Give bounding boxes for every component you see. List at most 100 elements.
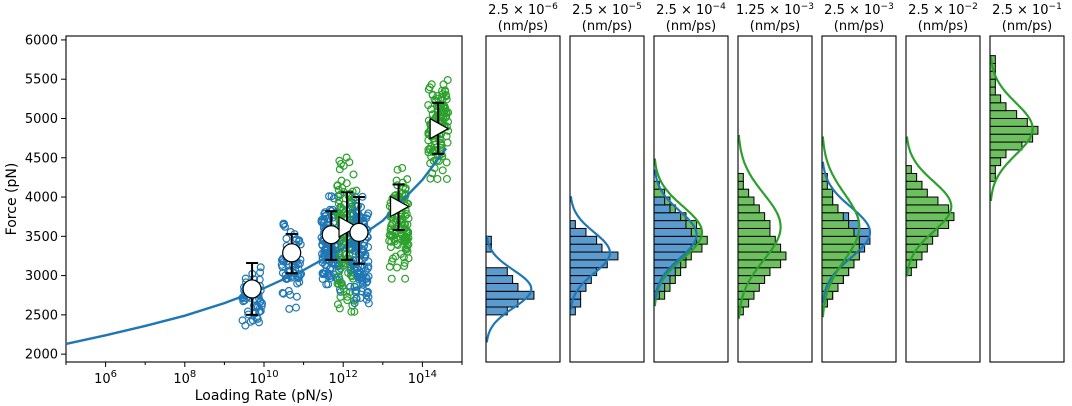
- data-point: [402, 243, 411, 252]
- data-point: [318, 274, 327, 283]
- histogram-overlay-bar: [821, 180, 828, 190]
- data-point: [442, 109, 451, 118]
- histogram-overlay-bar: [653, 204, 671, 214]
- histogram-bar: [737, 196, 755, 206]
- data-point: [350, 282, 359, 291]
- group-summary: [349, 196, 369, 265]
- data-point: [246, 317, 255, 326]
- fit-curve: [821, 161, 872, 304]
- data-point: [335, 251, 344, 260]
- data-point: [292, 235, 301, 244]
- y-tick-label: 5500: [25, 73, 58, 88]
- fit-curve: [653, 169, 698, 301]
- data-point: [349, 260, 358, 269]
- y-tick-label: 2500: [25, 308, 58, 323]
- histogram-bar: [989, 102, 1007, 112]
- histogram-bar: [737, 290, 755, 300]
- group-summary: [338, 191, 359, 261]
- data-point: [362, 273, 371, 282]
- mean-marker: [349, 222, 369, 242]
- data-point: [295, 278, 304, 287]
- data-point: [398, 163, 407, 172]
- histogram-bar: [737, 172, 744, 182]
- histogram-overlay-bar: [821, 235, 860, 245]
- panel-title-rate: 2.5 × 10−5: [572, 2, 642, 18]
- data-point: [363, 277, 372, 286]
- histogram-overlay-bar: [653, 220, 687, 229]
- data-point: [286, 227, 295, 236]
- data-point: [402, 210, 411, 219]
- data-point: [391, 252, 400, 261]
- histogram-bar: [737, 220, 771, 229]
- data-point: [427, 105, 436, 114]
- histogram-bar: [989, 86, 996, 96]
- panel-title-rate: 2.5 × 10−4: [656, 2, 726, 18]
- histogram-overlay-bar: [821, 212, 844, 222]
- histogram-bar: [989, 78, 996, 88]
- mean-marker: [338, 215, 359, 238]
- data-point: [293, 279, 302, 288]
- data-point: [364, 257, 373, 266]
- data-point: [255, 298, 264, 307]
- mean-marker: [389, 195, 410, 218]
- histogram-bar: [737, 251, 787, 261]
- data-point: [403, 247, 412, 256]
- data-point: [432, 112, 441, 121]
- group-summary: [282, 232, 302, 275]
- data-point: [442, 91, 451, 100]
- data-point: [350, 299, 359, 308]
- scatter-points: [238, 76, 453, 330]
- mean-marker: [242, 279, 262, 299]
- data-point: [336, 292, 345, 301]
- panel-title-unit: (nm/ps): [666, 19, 716, 34]
- histogram-bar: [569, 227, 587, 237]
- data-point: [335, 304, 344, 313]
- data-point: [346, 282, 355, 291]
- data-point: [353, 273, 362, 282]
- fit-curve: [905, 136, 953, 277]
- fit-curve: [653, 158, 704, 307]
- histogram-bar: [737, 188, 750, 198]
- histogram-bar: [905, 172, 918, 182]
- fit-curve: [485, 235, 533, 343]
- data-point: [333, 258, 342, 267]
- mean-marker: [282, 243, 302, 263]
- histogram-frame: [485, 35, 561, 363]
- data-point: [400, 258, 409, 267]
- x-tick-label: 1012: [329, 369, 358, 387]
- histogram-overlay-bar: [653, 235, 698, 245]
- data-point: [334, 272, 343, 281]
- data-point: [337, 176, 346, 185]
- histogram-panel: 2.5 × 10−2(nm/ps): [905, 2, 981, 363]
- data-point: [318, 270, 327, 279]
- data-point: [325, 192, 334, 201]
- data-point: [338, 238, 347, 247]
- panel-title-rate: 2.5 × 10−6: [488, 2, 558, 18]
- histogram-frame: [989, 35, 1065, 363]
- data-point: [428, 91, 437, 100]
- histogram-panel: 1.25 × 10−3(nm/ps): [736, 2, 814, 363]
- histogram-bar: [905, 196, 939, 206]
- histogram-overlay-bar: [653, 212, 682, 222]
- panel-title-rate: 2.5 × 10−2: [908, 2, 978, 18]
- histogram-frame: [653, 35, 729, 363]
- histogram-bar: [737, 204, 760, 214]
- x-tick-label: 106: [94, 369, 117, 387]
- data-point: [440, 104, 449, 113]
- histogram-bar: [989, 149, 1007, 159]
- data-point: [393, 263, 402, 272]
- data-point: [279, 289, 288, 298]
- histogram-overlay-bar: [821, 196, 834, 206]
- data-point: [285, 304, 294, 313]
- histogram-bar: [485, 275, 514, 284]
- histogram-panel: 2.5 × 10−1(nm/ps): [989, 2, 1065, 363]
- histogram-bar: [905, 204, 950, 214]
- data-point: [426, 174, 435, 183]
- histogram-bar: [989, 133, 1034, 143]
- histogram-bar: [989, 125, 1039, 135]
- data-point: [360, 241, 369, 250]
- data-point: [238, 316, 247, 325]
- histogram-panel: 2.5 × 10−6(nm/ps): [485, 2, 561, 363]
- histogram-overlay-bar: [653, 243, 692, 253]
